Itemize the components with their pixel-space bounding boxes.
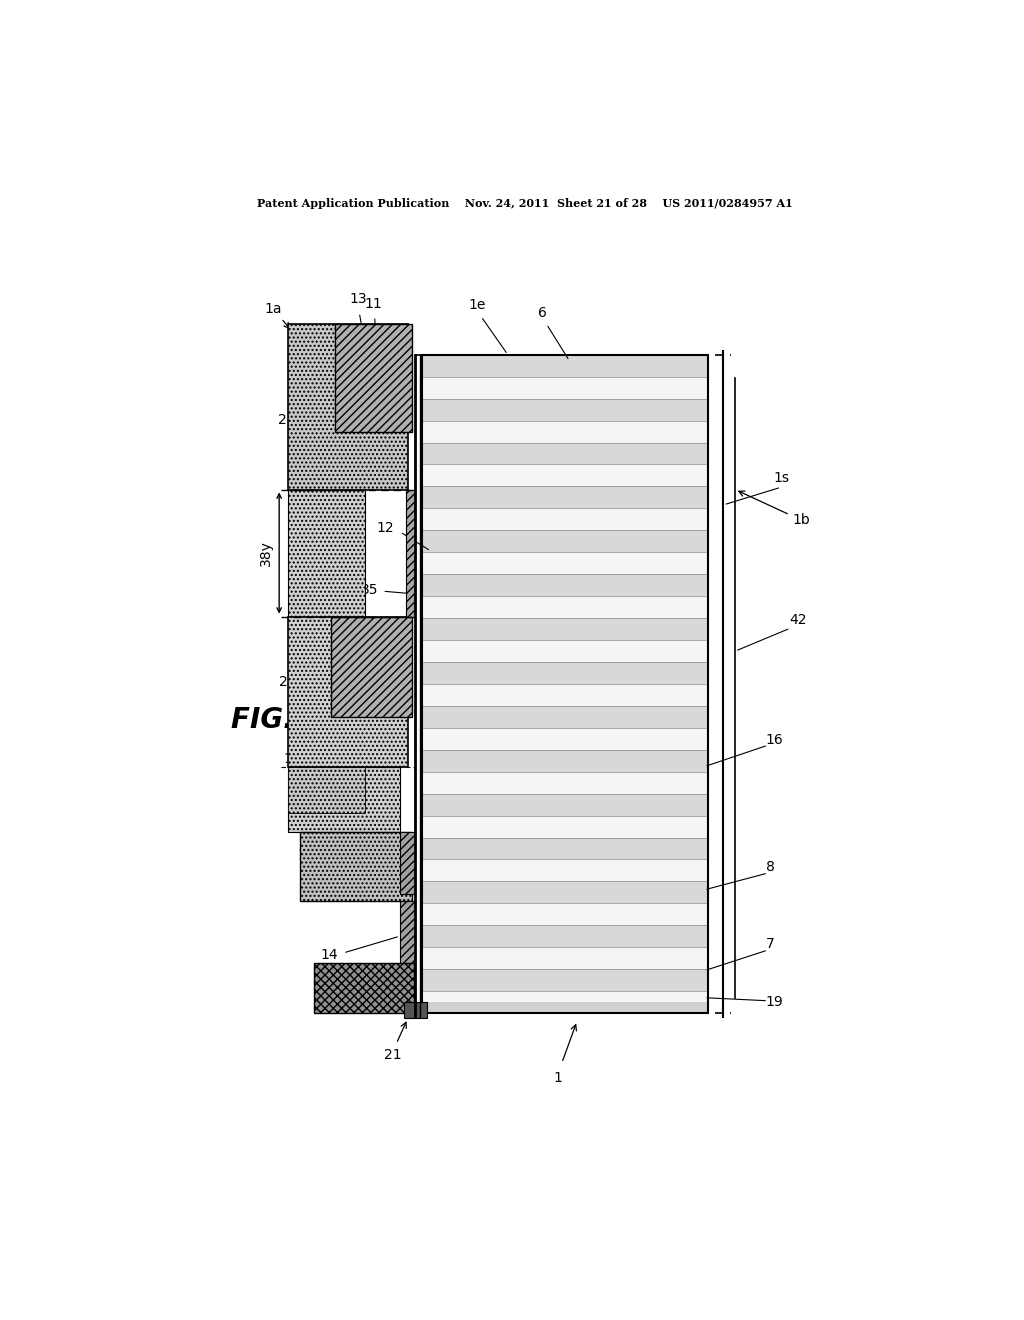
Bar [422,750,708,772]
Bar [422,487,708,508]
Bar [422,531,708,552]
Bar [422,1002,708,1014]
Bar [422,574,708,597]
Text: 1b: 1b [738,491,811,527]
Bar [422,772,708,793]
Bar [422,640,708,663]
Text: 19: 19 [766,994,783,1008]
Text: 8: 8 [766,859,775,874]
Text: 13: 13 [298,849,315,862]
Bar [422,421,708,442]
Text: FIG. 21: FIG. 21 [230,706,341,734]
Bar [422,882,708,903]
Text: 13: 13 [349,292,368,306]
Bar [289,767,400,832]
Bar [422,948,708,969]
Text: 14: 14 [321,948,339,962]
Bar [422,442,708,465]
Bar [422,706,708,727]
Bar [422,618,708,640]
Bar [422,597,708,618]
Bar [289,616,408,767]
Text: 1: 1 [554,1071,562,1085]
Bar [313,964,414,1014]
Text: 6: 6 [538,306,547,321]
Bar [422,376,708,399]
Text: 2a: 2a [279,675,296,689]
Text: 11: 11 [365,297,382,312]
Bar [422,355,708,1014]
Text: 38y: 38y [259,540,273,566]
Text: 16: 16 [766,733,783,747]
Text: Patent Application Publication    Nov. 24, 2011  Sheet 21 of 28    US 2011/02849: Patent Application Publication Nov. 24, … [257,198,793,209]
Bar [289,323,408,490]
Text: 1e: 1e [468,298,485,313]
Text: 1s: 1s [773,471,790,484]
Bar [400,902,416,964]
Bar [331,616,412,717]
Bar [289,767,366,813]
Text: 18: 18 [350,631,368,644]
Bar [422,684,708,706]
Bar [422,969,708,991]
Bar [422,552,708,574]
Bar [422,355,708,376]
Bar [422,816,708,838]
Text: 1a: 1a [264,301,290,329]
Bar [400,832,416,894]
Bar [422,991,708,1014]
Text: 2b: 2b [279,413,296,428]
Text: 9: 9 [312,966,322,979]
Text: 35: 35 [361,582,379,597]
Bar [422,465,708,487]
Text: 12: 12 [376,521,394,535]
Bar [335,323,412,432]
Bar [422,925,708,948]
Bar [422,663,708,684]
Bar [422,859,708,882]
Bar [422,837,708,859]
Bar [422,727,708,750]
Text: 21: 21 [384,1048,401,1061]
Bar [422,399,708,421]
Bar [422,508,708,531]
Bar [422,903,708,925]
Text: 42: 42 [788,614,807,627]
Bar [300,832,412,902]
Bar [407,490,416,616]
Bar [289,490,366,616]
Text: 7: 7 [766,937,774,950]
Text: 25: 25 [292,813,309,828]
Bar [422,793,708,816]
Bar [403,1002,427,1019]
Text: 11: 11 [284,752,301,766]
